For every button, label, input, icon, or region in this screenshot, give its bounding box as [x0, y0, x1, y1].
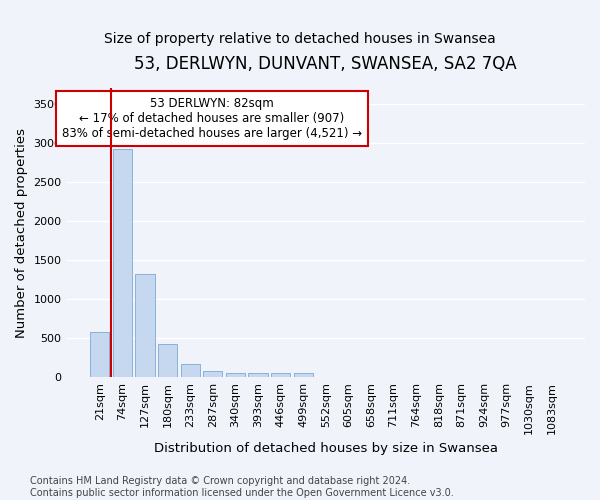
Y-axis label: Number of detached properties: Number of detached properties [15, 128, 28, 338]
X-axis label: Distribution of detached houses by size in Swansea: Distribution of detached houses by size … [154, 442, 498, 455]
Bar [226, 373, 245, 377]
Bar [136, 274, 155, 377]
Bar [181, 364, 200, 377]
Bar [90, 332, 109, 377]
Bar [158, 344, 177, 377]
Text: Contains HM Land Registry data © Crown copyright and database right 2024.
Contai: Contains HM Land Registry data © Crown c… [30, 476, 454, 498]
Bar [248, 373, 268, 377]
Bar [113, 150, 132, 377]
Bar [203, 371, 223, 377]
Title: 53, DERLWYN, DUNVANT, SWANSEA, SA2 7QA: 53, DERLWYN, DUNVANT, SWANSEA, SA2 7QA [134, 55, 517, 73]
Text: 53 DERLWYN: 82sqm
← 17% of detached houses are smaller (907)
83% of semi-detache: 53 DERLWYN: 82sqm ← 17% of detached hous… [62, 97, 362, 140]
Bar [293, 373, 313, 377]
Text: Size of property relative to detached houses in Swansea: Size of property relative to detached ho… [104, 32, 496, 46]
Bar [271, 373, 290, 377]
